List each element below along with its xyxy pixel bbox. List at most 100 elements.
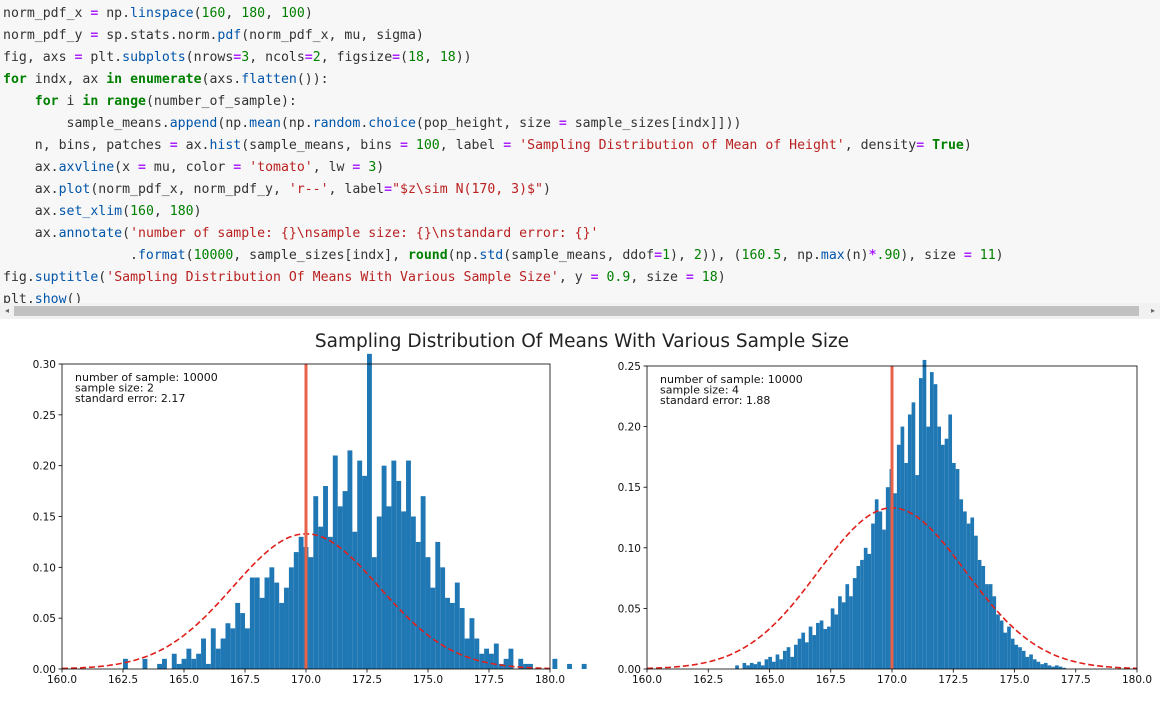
- histogram-bar: [1010, 638, 1015, 669]
- histogram-bar: [425, 557, 431, 669]
- code-token: fig, axs: [3, 50, 75, 65]
- code-token: 18: [408, 50, 424, 65]
- code-token: ,: [265, 6, 281, 21]
- histogram-bar: [988, 584, 993, 669]
- scroll-right-arrow[interactable]: ▸: [1150, 306, 1155, 315]
- histogram-bar: [827, 626, 831, 669]
- x-tick-label: 170.0: [291, 674, 321, 686]
- code-token: 160.5: [741, 248, 782, 263]
- code-token: 2: [693, 248, 702, 263]
- histogram-bar: [1021, 650, 1026, 669]
- code-token: (norm_pdf_x, norm_pdf_y,: [90, 182, 289, 197]
- x-tick-label: 180.0: [535, 674, 565, 686]
- histogram-bar: [445, 597, 450, 669]
- histogram-bar: [528, 663, 533, 669]
- histogram-bar: [823, 629, 828, 669]
- code-token: =: [392, 50, 401, 65]
- code-token: ()):: [296, 72, 329, 87]
- code-token: ): [717, 270, 726, 285]
- histogram-bar: [186, 648, 192, 669]
- histogram-bar: [819, 620, 824, 669]
- histogram-bar: [885, 487, 890, 669]
- horizontal-scrollbar[interactable]: ◂ ▸: [0, 303, 1160, 319]
- y-tick-label: 0.15: [33, 512, 56, 524]
- code-token: np.: [98, 6, 131, 21]
- code-token: n, bins, patches: [3, 138, 170, 153]
- code-editor[interactable]: norm_pdf_x = np.linspace(160, 180, 100) n…: [3, 3, 1004, 311]
- x-tick-label: 172.5: [352, 674, 382, 686]
- code-token: )): [455, 50, 472, 65]
- code-token: , y: [558, 270, 591, 285]
- histogram-bar: [567, 663, 572, 669]
- code-token: =: [90, 28, 99, 43]
- code-token: (number_of_sample):: [145, 94, 297, 109]
- code-cell[interactable]: norm_pdf_x = np.linspace(160, 180, 100) n…: [0, 0, 1160, 307]
- histogram-bar: [210, 628, 216, 669]
- code-token: ax.: [3, 204, 59, 219]
- code-token: , label: [328, 182, 385, 197]
- x-tick-label: 162.5: [693, 674, 723, 686]
- code-token: (sample_means, ddof: [503, 248, 655, 263]
- histogram-bar: [805, 642, 809, 669]
- code-token: [122, 72, 130, 87]
- code-token: [408, 138, 416, 153]
- histogram-bar: [985, 584, 989, 669]
- histogram-bar: [288, 567, 294, 669]
- histogram-bar: [1029, 654, 1033, 669]
- histogram-bar: [508, 648, 514, 669]
- code-token: =: [963, 248, 972, 263]
- code-line: norm_pdf_y = sp.stats.norm.pdf(norm_pdf_…: [3, 25, 1004, 47]
- histogram-bar: [893, 493, 897, 669]
- x-tick-label: 165.0: [754, 674, 784, 686]
- x-tick-label: 180.0: [1122, 674, 1152, 686]
- histogram-bar: [941, 444, 945, 669]
- code-token: choice: [368, 116, 416, 131]
- histogram-bar: [841, 602, 846, 669]
- code-token: ): [304, 6, 313, 21]
- code-token: norm_pdf_y: [3, 28, 91, 43]
- code-token: 180: [241, 6, 266, 21]
- histogram-bar: [922, 359, 927, 669]
- code-token: set_xlim: [58, 204, 123, 219]
- annotation-line: standard error: 2.17: [75, 392, 185, 405]
- scroll-left-arrow[interactable]: ◂: [4, 306, 9, 315]
- code-token: linspace: [130, 6, 194, 21]
- code-token: ax.: [3, 160, 59, 175]
- annotation-line: number of sample: 10000: [660, 373, 803, 386]
- x-tick-label: 160.0: [47, 674, 77, 686]
- code-token: sample_means.: [3, 116, 170, 131]
- code-token: subplots: [122, 50, 186, 65]
- histogram-bar: [191, 658, 197, 669]
- y-tick-label: 0.20: [618, 422, 641, 434]
- code-token: 11: [979, 248, 996, 263]
- histogram-bar: [406, 460, 411, 669]
- histogram-bar: [1062, 667, 1066, 669]
- histogram-bar: [1003, 632, 1008, 669]
- histogram-bar: [845, 584, 850, 669]
- histogram-bar: [318, 526, 324, 669]
- x-tick-label: 162.5: [108, 674, 138, 686]
- code-token: =: [654, 248, 663, 263]
- code-token: 18: [439, 50, 456, 65]
- histogram-bar: [225, 623, 231, 669]
- annotation-line: number of sample: 10000: [75, 371, 218, 384]
- code-token: norm_pdf_x: [3, 6, 91, 21]
- code-line: ax.axvline(x = mu, color = 'tomato', lw …: [3, 157, 1004, 179]
- histogram-bar: [996, 614, 1000, 669]
- code-token: for: [3, 72, 27, 87]
- code-token: ),: [670, 248, 694, 263]
- histogram-bar: [489, 653, 494, 669]
- x-tick-label: 167.5: [230, 674, 260, 686]
- histogram-bar: [503, 658, 509, 669]
- histogram-bar: [937, 426, 941, 669]
- histogram-bar: [171, 653, 177, 669]
- scrollbar-thumb[interactable]: [14, 306, 1139, 316]
- code-token: (np.: [217, 116, 250, 131]
- code-line: fig, axs = plt.subplots(nrows=3, ncols=2…: [3, 47, 1004, 69]
- histogram-bar: [376, 516, 382, 669]
- histogram-bar: [918, 378, 923, 669]
- code-token: ): [542, 182, 551, 197]
- histogram-bar: [981, 565, 986, 669]
- histogram-bar: [959, 499, 964, 669]
- histogram-bar: [1014, 644, 1019, 669]
